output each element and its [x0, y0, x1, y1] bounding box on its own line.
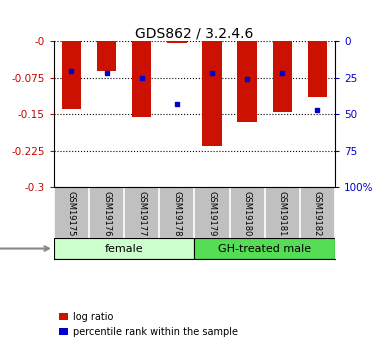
Bar: [194, 238, 335, 259]
Bar: [273, 41, 292, 112]
Legend: log ratio, percentile rank within the sample: log ratio, percentile rank within the sa…: [59, 312, 238, 337]
Text: GSM19179: GSM19179: [208, 191, 216, 237]
Bar: [97, 41, 116, 71]
Text: GSM19181: GSM19181: [278, 191, 287, 237]
Bar: [308, 41, 327, 97]
Bar: [62, 41, 81, 109]
Bar: [132, 41, 151, 117]
Text: female: female: [105, 244, 144, 254]
Text: GSM19178: GSM19178: [172, 191, 181, 237]
Bar: [167, 41, 186, 43]
Text: GSM19177: GSM19177: [137, 191, 146, 237]
Text: GSM19176: GSM19176: [102, 191, 111, 237]
Bar: [203, 41, 222, 146]
Bar: [54, 238, 194, 259]
Text: GH-treated male: GH-treated male: [218, 244, 311, 254]
Text: GSM19175: GSM19175: [67, 191, 76, 237]
Text: GSM19180: GSM19180: [243, 191, 252, 237]
Bar: [238, 41, 257, 122]
Title: GDS862 / 3.2.4.6: GDS862 / 3.2.4.6: [135, 26, 254, 40]
Text: GSM19182: GSM19182: [313, 191, 322, 237]
Text: other: other: [0, 244, 49, 254]
